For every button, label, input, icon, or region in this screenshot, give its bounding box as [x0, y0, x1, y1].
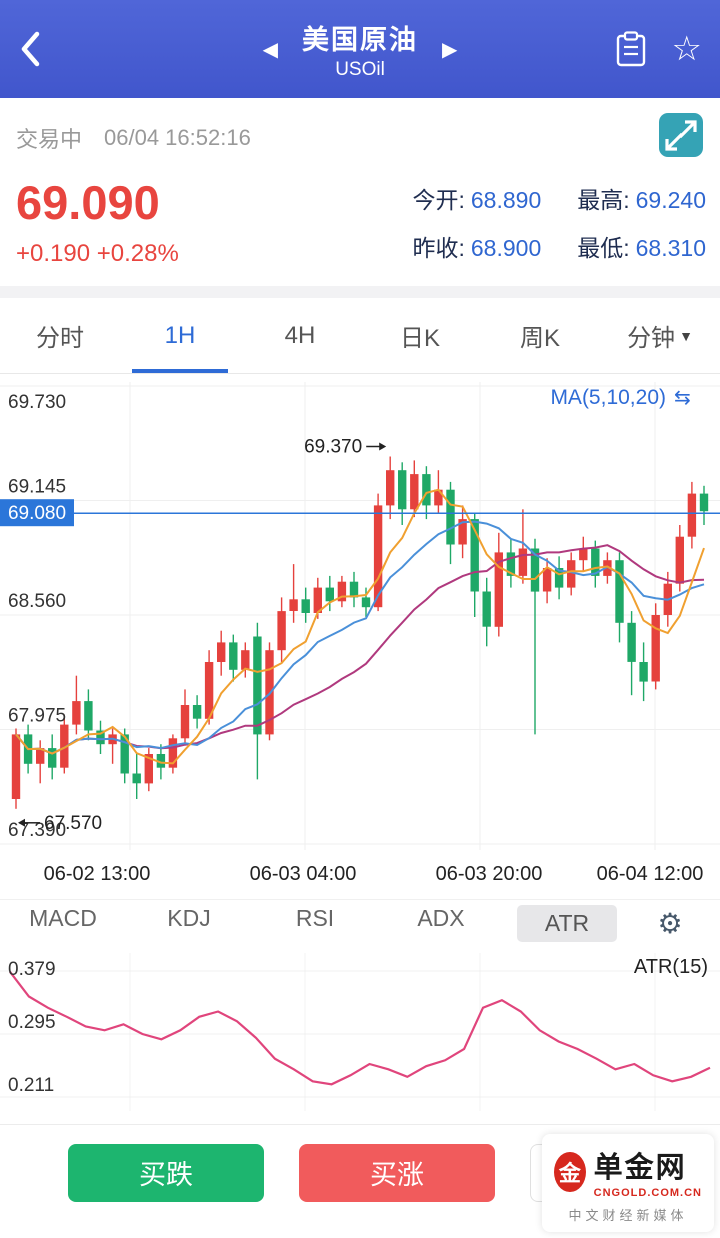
- svg-text:06-02 13:00: 06-02 13:00: [44, 863, 151, 885]
- last-price: 69.090: [16, 176, 160, 229]
- stat-prev-close: 昨收: 68.900: [412, 234, 542, 261]
- price-change: +0.190 +0.28%: [16, 240, 179, 267]
- expand-icon: [659, 113, 703, 157]
- svg-text:68.560: 68.560: [8, 591, 66, 612]
- tab-4h[interactable]: 4H: [284, 321, 316, 349]
- svg-text:69.080: 69.080: [8, 503, 66, 524]
- svg-text:06-03 04:00: 06-03 04:00: [250, 863, 357, 885]
- svg-text:0.379: 0.379: [8, 959, 56, 980]
- tab-macd[interactable]: MACD: [29, 905, 97, 931]
- favorite-star-icon[interactable]: ☆: [671, 30, 702, 68]
- watermark-tagline: 中文财经新媒体: [568, 1208, 688, 1223]
- quote-panel: 69.090 +0.190 +0.28% 今开: 68.890 最高: 69.240…: [0, 169, 720, 286]
- cngold-watermark: 金 单金网 CNGOLD.COM.CN 中文财经新媒体: [542, 1134, 714, 1232]
- atr-indicator-chart[interactable]: 0.379 0.295 0.211 ATR(15): [0, 947, 720, 1124]
- stat-high: 最高: 69.240: [577, 186, 706, 213]
- svg-text:69.730: 69.730: [8, 392, 66, 413]
- svg-text:69.370: 69.370: [304, 437, 362, 458]
- x-axis-labels: 06-02 13:00 06-03 04:00 06-03 20:00 06-04 1…: [44, 863, 704, 885]
- caret-down-icon: ▼: [679, 327, 693, 344]
- status-row: 交易中 06/04 16:52:16: [0, 98, 720, 169]
- tab-kdj[interactable]: KDJ: [167, 905, 211, 931]
- svg-text:0.295: 0.295: [8, 1012, 56, 1033]
- svg-text:06-03 20:00: 06-03 20:00: [436, 863, 543, 885]
- symbol-switcher: ◀ 美国原油 USOil ▶: [263, 18, 458, 81]
- header-actions: ☆: [616, 31, 702, 67]
- svg-text:67.975: 67.975: [8, 706, 66, 727]
- ma5-line: [15, 488, 705, 765]
- atr-axis-labels: 0.379 0.295 0.211 ATR(15): [8, 956, 708, 1096]
- tab-daily[interactable]: 日K: [399, 325, 440, 352]
- atr-line: [9, 971, 711, 1086]
- news-clipboard-icon[interactable]: [616, 31, 646, 67]
- tab-rsi[interactable]: RSI: [295, 905, 335, 931]
- back-button[interactable]: [18, 23, 58, 75]
- cngold-logo-icon: 金: [554, 1151, 586, 1192]
- server-time: 06/04 16:52:16: [104, 124, 251, 150]
- next-symbol-button[interactable]: ▶: [442, 38, 458, 61]
- back-chevron-icon: [21, 31, 40, 67]
- section-divider: [0, 286, 720, 298]
- tab-atr[interactable]: ATR: [504, 905, 630, 942]
- candles-group: [11, 456, 709, 809]
- watermark-domain: CNGOLD.COM.CN: [593, 1187, 702, 1199]
- tab-adx[interactable]: ADX: [417, 905, 465, 931]
- current-price-line: 69.080: [0, 499, 720, 527]
- fullscreen-button[interactable]: [658, 112, 704, 163]
- watermark-title: 单金网: [593, 1152, 687, 1184]
- tab-weekly[interactable]: 周K: [519, 325, 560, 352]
- prev-symbol-button[interactable]: ◀: [262, 38, 278, 61]
- svg-text:⇆: ⇆: [674, 387, 691, 409]
- gear-icon: ⚙: [657, 908, 683, 939]
- svg-text:MA(5,10,20): MA(5,10,20): [550, 386, 666, 409]
- buy-down-button[interactable]: 买跌: [68, 1143, 264, 1202]
- svg-text:67.570: 67.570: [44, 813, 102, 834]
- ma20-line: [15, 544, 705, 755]
- atr-label: ATR(15): [634, 956, 708, 978]
- grid: [0, 382, 720, 850]
- atr-chart-svg: 0.379 0.295 0.211 ATR(15): [0, 953, 720, 1111]
- quote-stats: 今开: 68.890 最高: 69.240 昨收: 68.900 最低: 68.310: [413, 181, 707, 263]
- high-marker: 69.370: [304, 437, 387, 458]
- stat-low: 最低: 68.310: [577, 234, 706, 261]
- ma-legend[interactable]: MA(5,10,20) ⇆: [550, 386, 690, 409]
- market-status: 交易中: [16, 126, 83, 152]
- price-block: 69.090 +0.190 +0.28%: [16, 175, 179, 268]
- svg-text:06-04 12:00: 06-04 12:00: [597, 863, 704, 885]
- ma10-line: [15, 520, 705, 755]
- atr-grid: [0, 953, 720, 1111]
- tab-1h[interactable]: 1H: [120, 298, 240, 373]
- svg-text:0.211: 0.211: [8, 1075, 54, 1096]
- candlestick-chart[interactable]: 69.730 69.145 68.560 67.975 67.390 69.370 67…: [0, 374, 720, 899]
- svg-text:69.145: 69.145: [8, 477, 66, 498]
- symbol-code: USOil: [335, 58, 385, 80]
- symbol-title: 美国原油 USOil: [302, 18, 418, 81]
- stat-open: 今开: 68.890: [412, 186, 542, 213]
- low-marker: 67.570: [18, 813, 102, 834]
- tab-fenshi[interactable]: 分时: [36, 325, 84, 352]
- page-title: 美国原油: [302, 24, 418, 55]
- tab-minute-dropdown[interactable]: 分钟 ▼: [627, 325, 693, 352]
- app-header: ◀ 美国原油 USOil ▶ ☆: [0, 0, 720, 98]
- period-tab-bar: 分时 1H 4H 日K 周K 分钟 ▼: [0, 298, 720, 374]
- indicator-tab-bar: MACD KDJ RSI ADX ATR ⚙: [0, 899, 720, 947]
- indicator-settings-button[interactable]: ⚙: [630, 907, 710, 940]
- indicator-tabs: MACD KDJ RSI ADX ATR: [0, 905, 630, 942]
- buy-up-button[interactable]: 买涨: [299, 1143, 495, 1202]
